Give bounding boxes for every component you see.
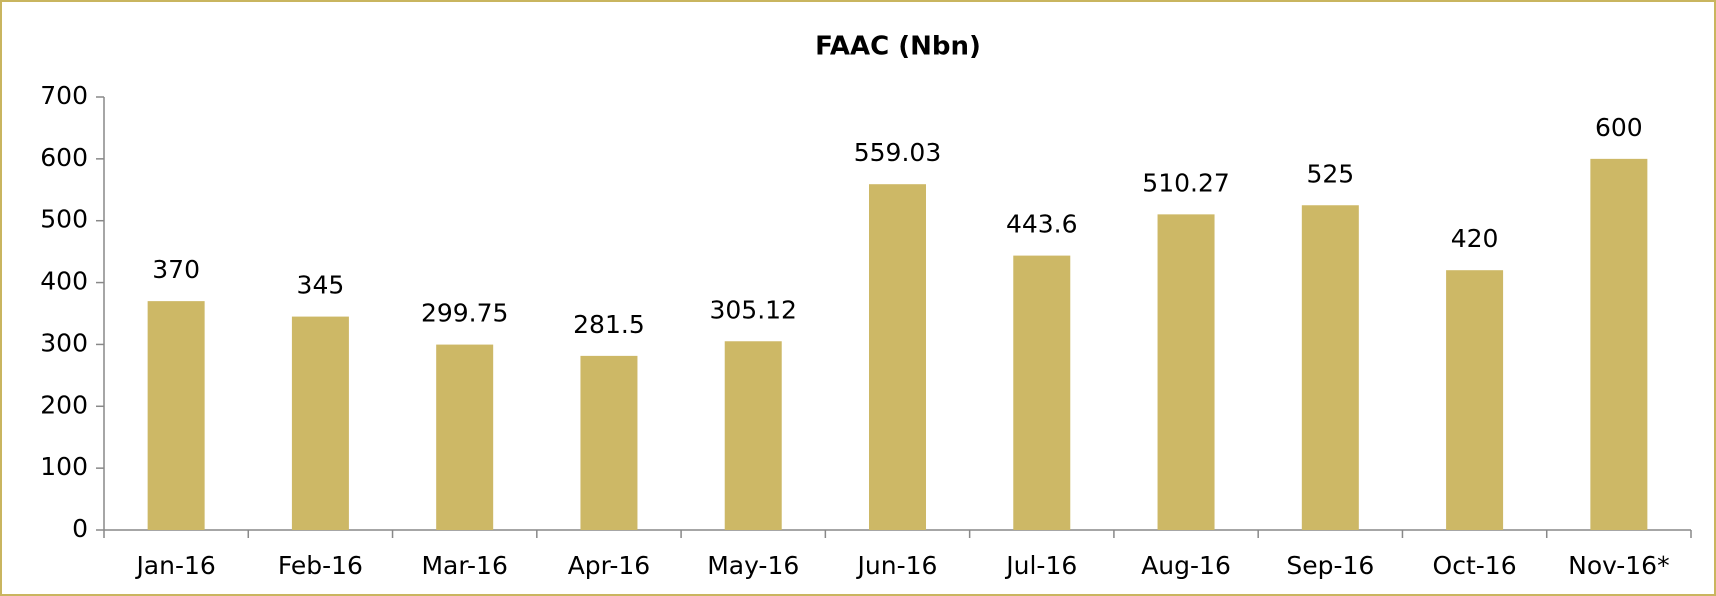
y-tick-label: 0 — [72, 514, 88, 543]
data-label: 525 — [1306, 159, 1354, 188]
bar — [869, 184, 926, 530]
data-label: 559.03 — [854, 138, 941, 167]
bar — [436, 344, 494, 530]
bar — [1446, 270, 1504, 530]
x-tick-label: Jun-16 — [856, 551, 938, 580]
bar — [1301, 205, 1359, 530]
bar — [1590, 158, 1648, 530]
y-tick-label: 700 — [40, 81, 88, 110]
chart-title: FAAC (Nbn) — [815, 32, 981, 62]
bar — [291, 316, 349, 530]
x-tick-label: Mar-16 — [421, 551, 507, 580]
x-tick-label: Aug-16 — [1141, 551, 1231, 580]
data-label: 345 — [297, 271, 345, 300]
x-tick-label: Nov-16* — [1568, 551, 1669, 580]
bar — [147, 301, 205, 530]
data-label: 305.12 — [709, 295, 796, 324]
y-tick-label: 200 — [40, 390, 88, 419]
data-label: 299.75 — [421, 299, 508, 328]
y-tick-label: 300 — [40, 328, 88, 357]
y-tick-label: 100 — [40, 452, 88, 481]
y-tick-label: 500 — [40, 205, 88, 234]
data-label: 443.6 — [1006, 210, 1078, 239]
x-tick-label: Oct-16 — [1433, 551, 1517, 580]
data-label: 420 — [1451, 224, 1499, 253]
data-label: 510.27 — [1142, 168, 1229, 197]
x-tick-label: Jan-16 — [134, 551, 215, 580]
x-tick-label: Feb-16 — [278, 551, 363, 580]
x-tick-label: Apr-16 — [568, 551, 650, 580]
data-label: 370 — [152, 255, 200, 284]
y-tick-label: 600 — [40, 143, 88, 172]
data-label: 281.5 — [573, 310, 645, 339]
x-tick-label: Jul-16 — [1004, 551, 1077, 580]
bar — [1157, 214, 1215, 530]
bar — [580, 355, 638, 530]
data-label: 600 — [1595, 113, 1643, 142]
bar — [1013, 255, 1071, 530]
x-tick-label: May-16 — [707, 551, 799, 580]
bar — [724, 341, 782, 530]
x-tick-label: Sep-16 — [1286, 551, 1374, 580]
y-tick-label: 400 — [40, 267, 88, 296]
